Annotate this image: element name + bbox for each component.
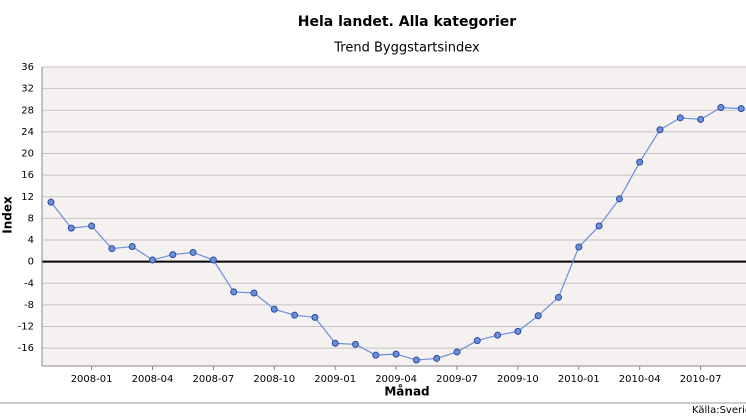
- x-tick-label: 2010-07: [680, 374, 722, 385]
- data-point: [433, 354, 441, 362]
- data-point: [250, 289, 258, 297]
- data-point: [311, 313, 319, 321]
- y-tick-label: -4: [24, 278, 34, 289]
- data-point: [331, 339, 339, 347]
- y-tick-label: 8: [28, 213, 34, 224]
- data-point: [615, 195, 623, 203]
- y-tick-label: -8: [24, 300, 34, 311]
- x-tick-label: 2009-01: [314, 374, 356, 385]
- y-tick-label: 28: [21, 105, 34, 116]
- data-point: [108, 245, 116, 253]
- data-point: [88, 222, 96, 230]
- data-point: [514, 327, 522, 335]
- data-point: [737, 105, 745, 113]
- data-point: [697, 115, 705, 123]
- data-point: [717, 104, 725, 112]
- data-point: [656, 126, 664, 134]
- data-point: [47, 198, 55, 206]
- data-point: [534, 312, 542, 320]
- x-tick-label: 2010-01: [558, 374, 600, 385]
- x-tick-label: 2009-10: [497, 374, 539, 385]
- data-point: [149, 256, 156, 264]
- data-point: [453, 348, 461, 356]
- x-tick-label: 2009-07: [436, 374, 478, 385]
- x-tick-label: 2008-10: [253, 374, 295, 385]
- data-point: [555, 293, 562, 301]
- data-point: [352, 340, 359, 348]
- plot-area: [42, 67, 746, 366]
- y-axis-title: Index: [1, 196, 15, 234]
- x-tick-label: 2008-07: [193, 374, 235, 385]
- data-point: [392, 350, 400, 358]
- y-tick-label: -12: [18, 322, 34, 333]
- y-tick-label: 32: [21, 84, 34, 95]
- data-point: [494, 331, 502, 339]
- data-point: [209, 256, 217, 264]
- y-tick-label: 12: [21, 192, 34, 203]
- y-tick-label: 4: [28, 235, 34, 246]
- data-point: [412, 356, 420, 364]
- x-tick-label: 2010-04: [619, 374, 661, 385]
- data-point: [230, 288, 238, 296]
- x-tick-label: 2008-04: [132, 374, 174, 385]
- data-point: [473, 337, 481, 345]
- data-point: [372, 351, 380, 359]
- data-point: [270, 305, 278, 313]
- x-tick-label: 2008-01: [71, 374, 113, 385]
- y-tick-label: -16: [18, 343, 34, 354]
- y-tick-label: 0: [28, 257, 34, 268]
- data-point: [676, 114, 684, 122]
- data-point: [575, 243, 583, 251]
- y-tick-label: 20: [21, 149, 34, 160]
- data-point: [67, 224, 75, 232]
- chart-subtitle: Trend Byggstartsindex: [333, 41, 480, 56]
- data-point: [291, 311, 299, 319]
- y-tick-label: 36: [21, 62, 34, 73]
- data-point: [128, 243, 136, 251]
- chart-title: Hela landet. Alla kategorier: [298, 14, 516, 30]
- x-axis-title: Månad: [384, 385, 429, 399]
- y-tick-label: 24: [21, 127, 34, 138]
- data-point: [595, 222, 603, 230]
- source: Källa:Sverig: [692, 405, 746, 416]
- data-point: [636, 158, 644, 166]
- data-point: [169, 251, 177, 259]
- y-tick-label: 16: [21, 170, 34, 181]
- x-tick-label: 2009-04: [375, 374, 417, 385]
- data-point: [189, 248, 197, 256]
